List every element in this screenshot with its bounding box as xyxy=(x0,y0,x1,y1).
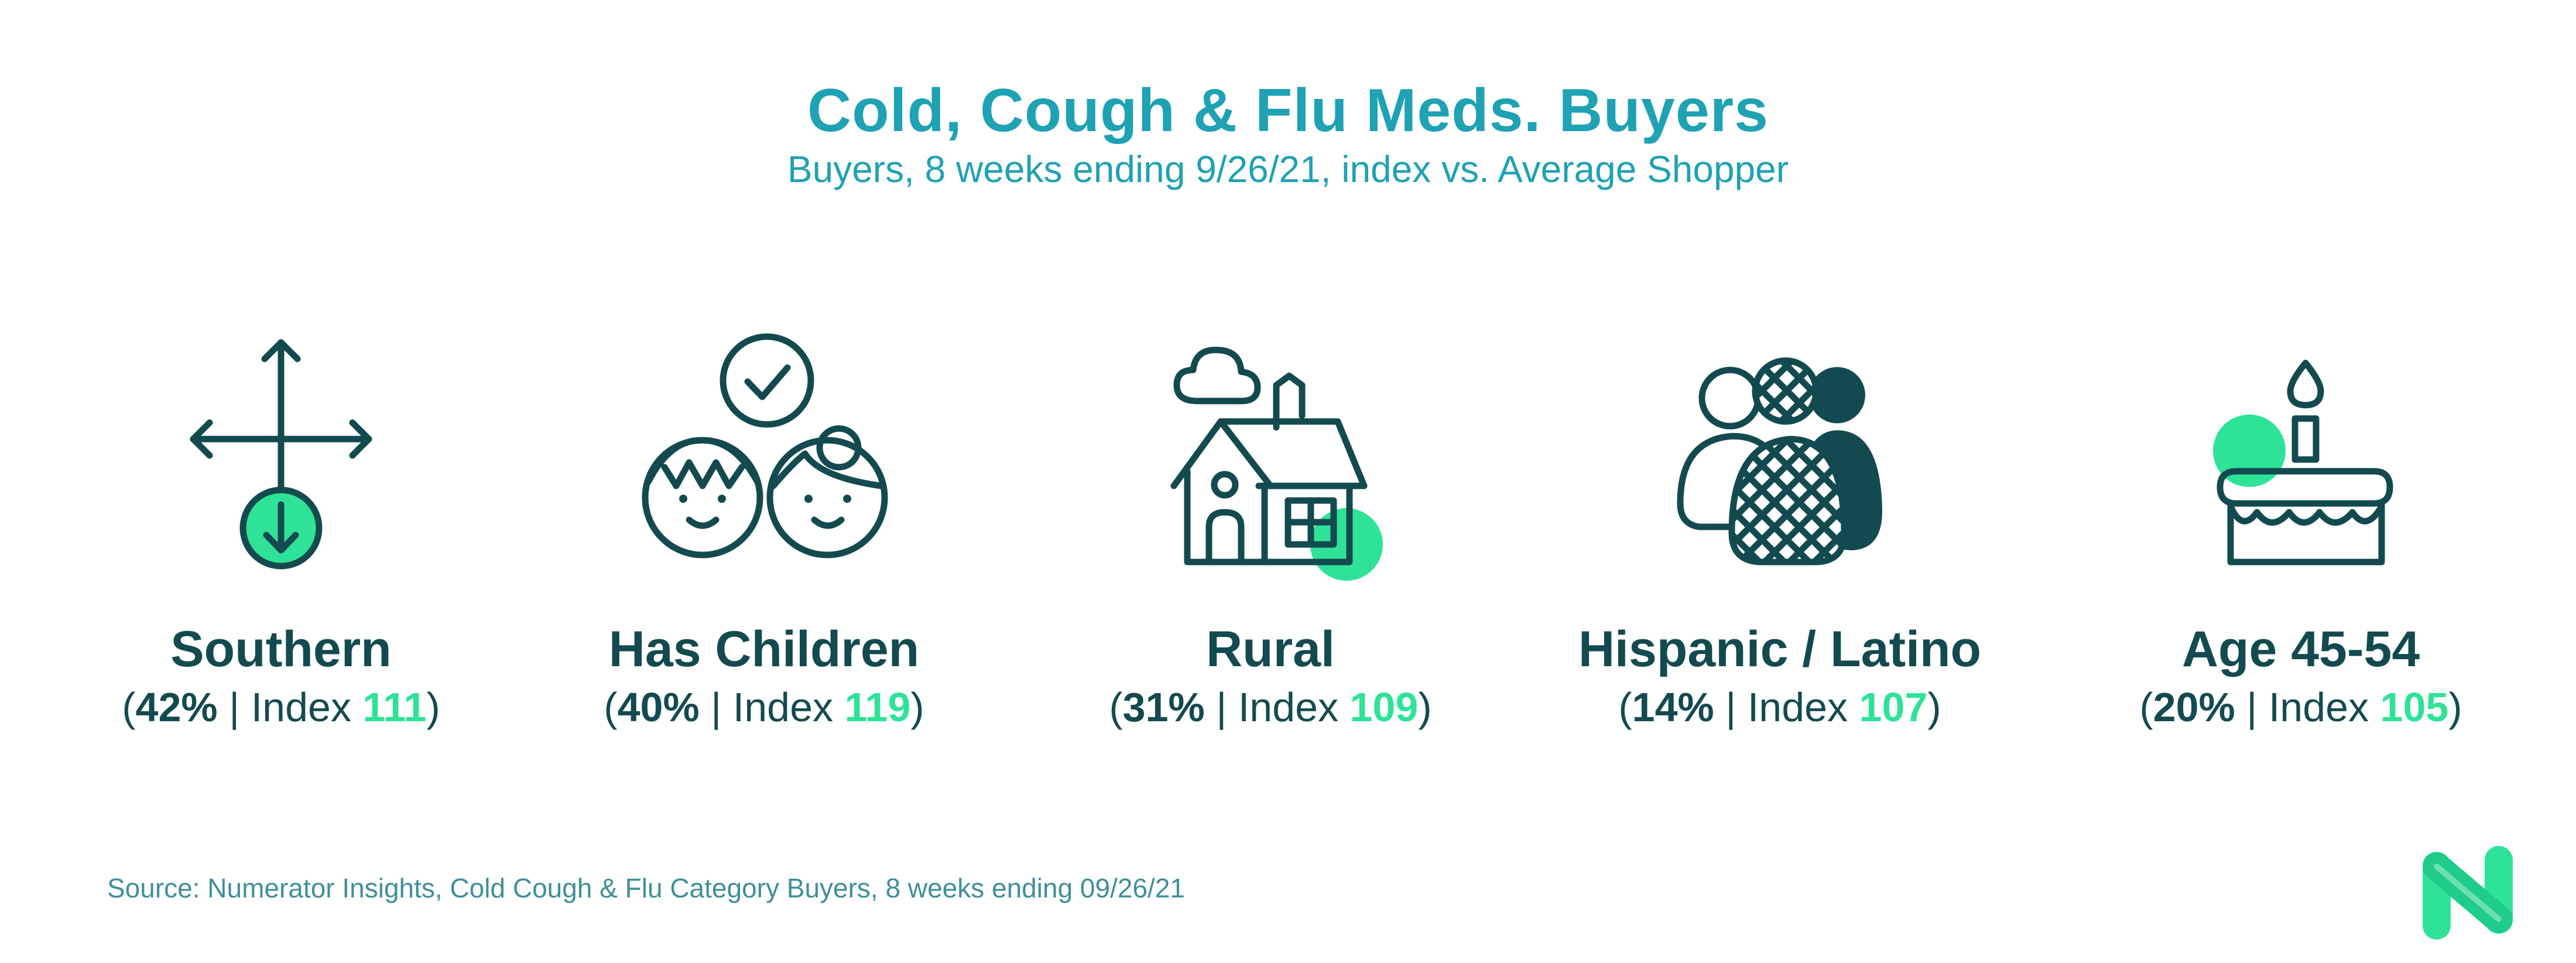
segment-pct: 14% xyxy=(1632,684,1714,730)
birthday-cake-icon xyxy=(2213,359,2393,566)
segment-label: Age 45-54 xyxy=(2181,621,2420,677)
segments-row: Southern (42% | Index 111) Has Children … xyxy=(0,316,2576,761)
children-faces-icon xyxy=(642,333,888,558)
segment-index-value: 111 xyxy=(362,684,427,730)
segment-index-label: | Index xyxy=(1204,684,1350,730)
segment-pct: 31% xyxy=(1122,684,1205,730)
segment-stat: (42% | Index 111) xyxy=(122,684,440,730)
segment-index-value: 109 xyxy=(1349,684,1419,730)
segment-pct: 42% xyxy=(135,684,218,730)
directional-arrows-icon xyxy=(190,339,372,570)
segment-pct: 20% xyxy=(2153,684,2235,730)
segment-pct: 40% xyxy=(617,684,700,730)
segment-index-value: 107 xyxy=(1859,684,1928,730)
segment-index-value: 105 xyxy=(2380,684,2449,730)
page-subtitle: Buyers, 8 weeks ending 9/26/21, index vs… xyxy=(787,148,1789,190)
segment-has-children: Has Children (40% | Index 119) xyxy=(501,316,1027,761)
segment-index-label: | Index xyxy=(699,684,845,730)
segment-stat: (40% | Index 119) xyxy=(604,684,924,730)
segment-age-45-54: Age 45-54 (20% | Index 105) xyxy=(2037,316,2564,761)
segment-rural: Rural (31% | Index 109) xyxy=(1007,316,1534,761)
segment-index-label: | Index xyxy=(217,684,363,730)
segment-index-label: | Index xyxy=(1714,684,1859,730)
segment-stat: (20% | Index 105) xyxy=(2139,684,2462,730)
segment-southern: Southern (42% | Index 111) xyxy=(18,316,544,761)
segment-label: Rural xyxy=(1206,621,1335,677)
people-group-icon xyxy=(1677,357,1883,566)
numerator-n-logo xyxy=(2423,846,2513,940)
farmhouse-icon xyxy=(1170,347,1383,581)
segment-label: Southern xyxy=(170,621,392,677)
segment-hispanic-latino: Hispanic / Latino (14% | Index 107) xyxy=(1516,316,2043,761)
segment-index-value: 119 xyxy=(844,684,911,730)
segment-stat: (31% | Index 109) xyxy=(1109,684,1432,730)
segment-stat: (14% | Index 107) xyxy=(1618,684,1941,730)
page-title: Cold, Cough & Flu Meds. Buyers xyxy=(807,77,1769,145)
segment-label: Hispanic / Latino xyxy=(1578,621,1982,677)
segment-index-label: | Index xyxy=(2235,684,2380,730)
segment-label: Has Children xyxy=(608,621,920,677)
source-note: Source: Numerator Insights, Cold Cough &… xyxy=(107,873,1185,903)
